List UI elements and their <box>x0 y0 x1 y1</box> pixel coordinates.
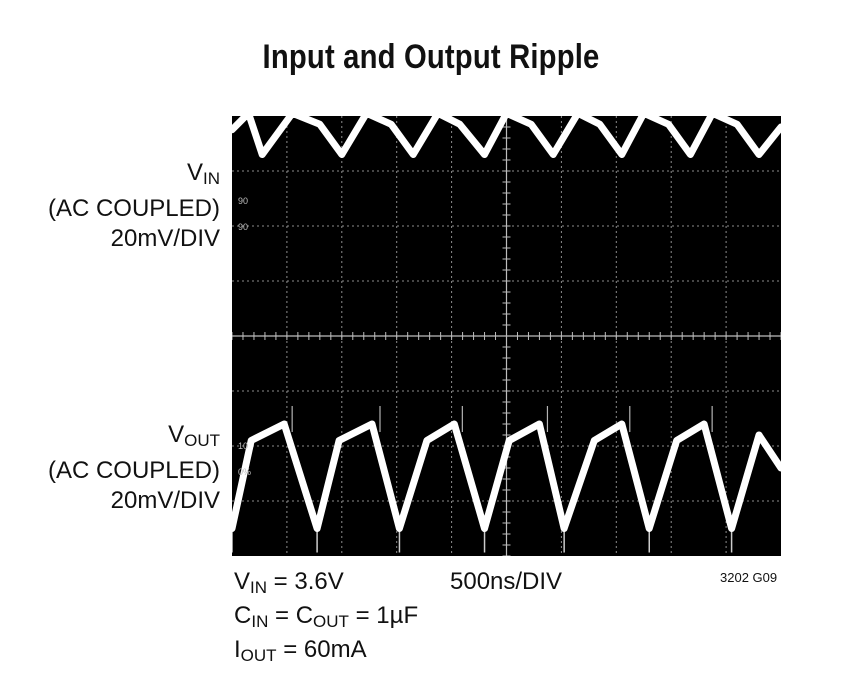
vout-trace <box>232 420 781 532</box>
timebase-label: 500ns/DIV <box>450 568 563 595</box>
condition-iout: IOUT = 60mA <box>234 636 367 665</box>
oscilloscope-plot: 90 90 10 0% <box>232 116 781 556</box>
chart-title: Input and Output Ripple <box>262 38 600 76</box>
vout-symbol: VOUT <box>168 421 220 450</box>
vin-symbol: VIN <box>186 159 220 188</box>
vout-coupling: (AC COUPLED) <box>47 457 220 484</box>
vin-channel-label: VIN (AC COUPLED) 20mV/DIV <box>48 158 220 254</box>
condition-vin: VIN = 3.6V <box>234 568 344 597</box>
test-conditions: VIN = 3.6V CIN = COUT = 1µF IOUT = 60mA <box>234 568 418 670</box>
vin-marker-bottom: 90 <box>238 222 248 232</box>
vout-channel-label: VOUT (AC COUPLED) 20mV/DIV <box>48 420 220 516</box>
vin-coupling: (AC COUPLED) <box>47 195 220 222</box>
vout-scale: 20mV/DIV <box>110 487 220 514</box>
vin-trace <box>232 116 781 158</box>
figure-code: 3202 G09 <box>720 570 778 585</box>
vout-marker-bottom: 0% <box>238 467 251 477</box>
oscilloscope-screen: 90 90 10 0% <box>232 116 781 556</box>
vin-scale: 20mV/DIV <box>110 225 220 252</box>
vout-marker-top: 10 <box>238 441 248 451</box>
vin-marker-top: 90 <box>238 196 248 206</box>
condition-capacitors: CIN = COUT = 1µF <box>234 602 419 631</box>
